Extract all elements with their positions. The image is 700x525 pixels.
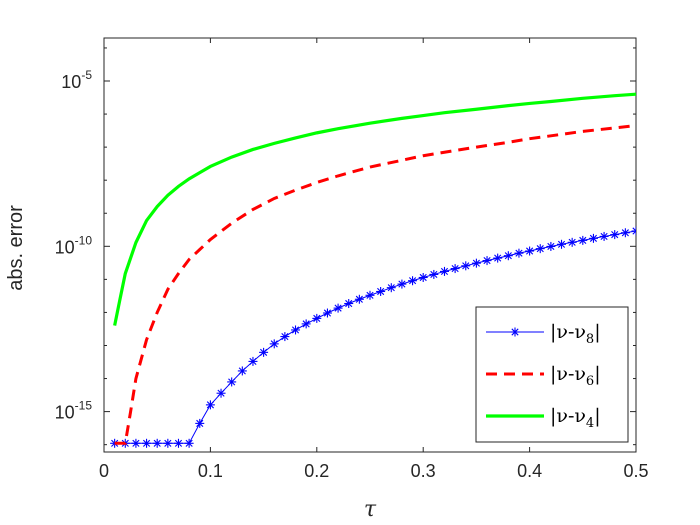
series-marker [354, 294, 364, 304]
series-marker [525, 246, 535, 256]
series-marker [333, 303, 343, 313]
series-marker [205, 400, 215, 410]
series-marker [631, 226, 636, 236]
series-2 [114, 124, 636, 445]
series-marker [322, 308, 332, 318]
series-marker [535, 244, 545, 254]
series-marker [259, 347, 269, 357]
legend-label: |ν-ν6| [550, 363, 601, 389]
series-marker [131, 438, 141, 448]
y-tick-label: 10-5 [61, 68, 92, 92]
legend-entry: |ν-ν6| [486, 363, 601, 389]
plot-frame [103, 37, 637, 453]
series-marker [397, 279, 407, 289]
legend-label: |ν-ν8| [550, 321, 601, 347]
series-marker [599, 231, 609, 241]
series-marker [344, 299, 354, 309]
y-tick-label: 10-10 [55, 233, 93, 257]
series-marker [227, 377, 237, 387]
series-marker [546, 241, 556, 251]
legend: |ν-ν8| |ν-ν6| |ν-ν4| [475, 306, 629, 443]
series-marker [557, 239, 567, 249]
series-line [114, 124, 636, 445]
series-marker [216, 388, 226, 398]
legend-entry: |ν-ν8| [486, 321, 601, 347]
series-3 [113, 92, 636, 326]
series-marker [567, 237, 577, 247]
series-marker [514, 248, 524, 258]
series-marker [173, 438, 183, 448]
series-marker [312, 313, 322, 323]
series-marker [248, 356, 258, 366]
series-marker [482, 256, 492, 266]
series-marker [386, 283, 396, 293]
x-axis: 0 0.1 0.2 0.3 0.4 0.5 [99, 38, 649, 481]
series-marker [408, 276, 418, 286]
series-marker [471, 258, 481, 268]
series-marker [439, 266, 449, 276]
x-tick-label: 0.3 [411, 461, 436, 481]
x-tick-label: 0.5 [623, 461, 648, 481]
series-marker [365, 290, 375, 300]
series-marker [269, 339, 279, 349]
series-marker [376, 286, 386, 296]
series-marker [184, 438, 194, 448]
y-axis-label: abs. error [5, 205, 27, 291]
series-marker [301, 319, 311, 329]
plot-area: 0 0.1 0.2 0.3 0.4 0.5 10-15 10-10 10-5 [55, 37, 649, 481]
series-marker [429, 269, 439, 279]
series-marker [418, 272, 428, 282]
series-marker [280, 332, 290, 342]
series-marker [152, 438, 162, 448]
series-marker [578, 235, 588, 245]
y-axis: 10-15 10-10 10-5 [55, 47, 636, 446]
legend-label: |ν-ν4| [550, 405, 601, 431]
legend-entry: |ν-ν4| [486, 405, 601, 431]
series-layer [110, 92, 636, 448]
series-marker [588, 233, 598, 243]
series-marker [620, 228, 630, 238]
series-marker [450, 264, 460, 274]
x-tick-label: 0.2 [304, 461, 329, 481]
series-marker [493, 253, 503, 263]
x-tick-label: 0.4 [517, 461, 542, 481]
series-marker [237, 366, 247, 376]
x-axis-label: τ [364, 497, 377, 522]
y-tick-label: 10-15 [55, 399, 93, 423]
series-marker [510, 327, 520, 337]
series-marker [195, 418, 205, 428]
series-marker [610, 230, 620, 240]
series-marker [461, 261, 471, 271]
series-line [113, 92, 636, 326]
series-marker [291, 325, 301, 335]
series-marker [142, 438, 152, 448]
series-marker [503, 251, 513, 261]
series-1 [110, 226, 636, 448]
legend-box [475, 306, 629, 443]
x-tick-label: 0.1 [198, 461, 223, 481]
x-tick-label: 0 [99, 461, 109, 481]
series-marker [163, 438, 173, 448]
